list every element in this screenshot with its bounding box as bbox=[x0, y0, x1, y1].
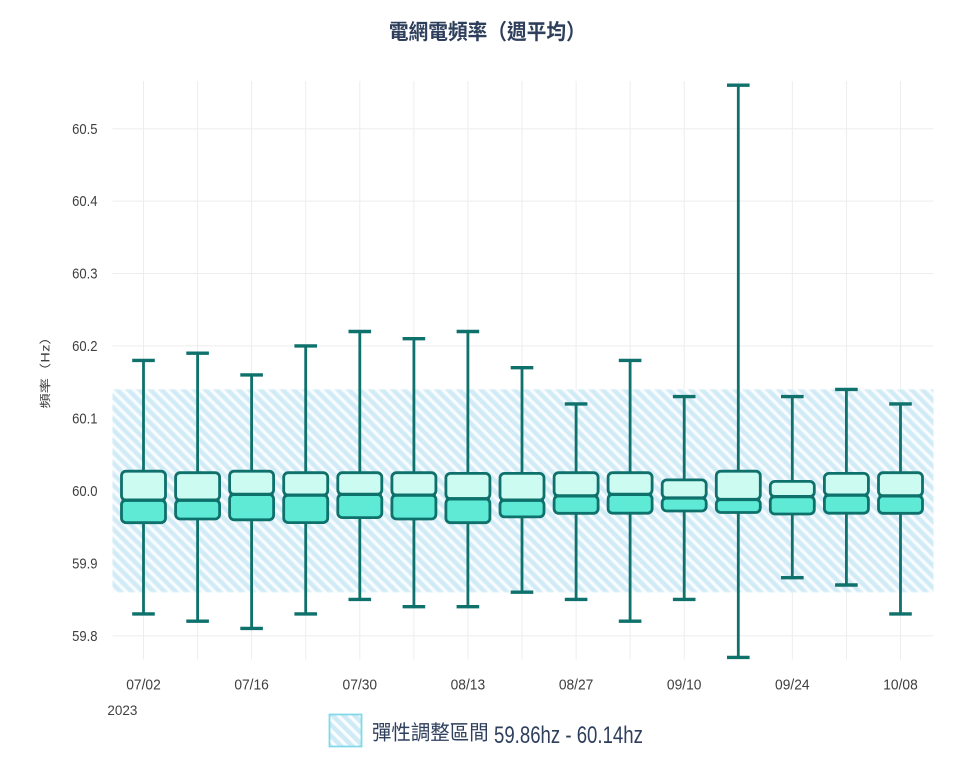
svg-text:59.8: 59.8 bbox=[72, 628, 98, 644]
svg-text:60.1: 60.1 bbox=[72, 411, 97, 427]
svg-text:08/27: 08/27 bbox=[559, 677, 594, 694]
svg-text:60.2: 60.2 bbox=[72, 338, 97, 354]
svg-text:59.9: 59.9 bbox=[72, 556, 98, 572]
svg-text:09/24: 09/24 bbox=[775, 677, 810, 694]
svg-text:07/16: 07/16 bbox=[234, 677, 269, 694]
svg-text:60.0: 60.0 bbox=[72, 483, 98, 499]
svg-text:07/02: 07/02 bbox=[126, 677, 161, 694]
svg-text:2023: 2023 bbox=[107, 703, 137, 718]
svg-text:60.4: 60.4 bbox=[72, 194, 98, 210]
svg-text:60.5: 60.5 bbox=[72, 121, 98, 137]
svg-text:08/13: 08/13 bbox=[451, 677, 486, 694]
svg-text:60.3: 60.3 bbox=[72, 266, 98, 282]
svg-text:09/10: 09/10 bbox=[667, 677, 702, 694]
svg-text:07/30: 07/30 bbox=[343, 677, 378, 694]
svg-text:10/08: 10/08 bbox=[883, 677, 918, 694]
svg-text:59.86hz - 60.14hz: 59.86hz - 60.14hz bbox=[494, 722, 643, 749]
